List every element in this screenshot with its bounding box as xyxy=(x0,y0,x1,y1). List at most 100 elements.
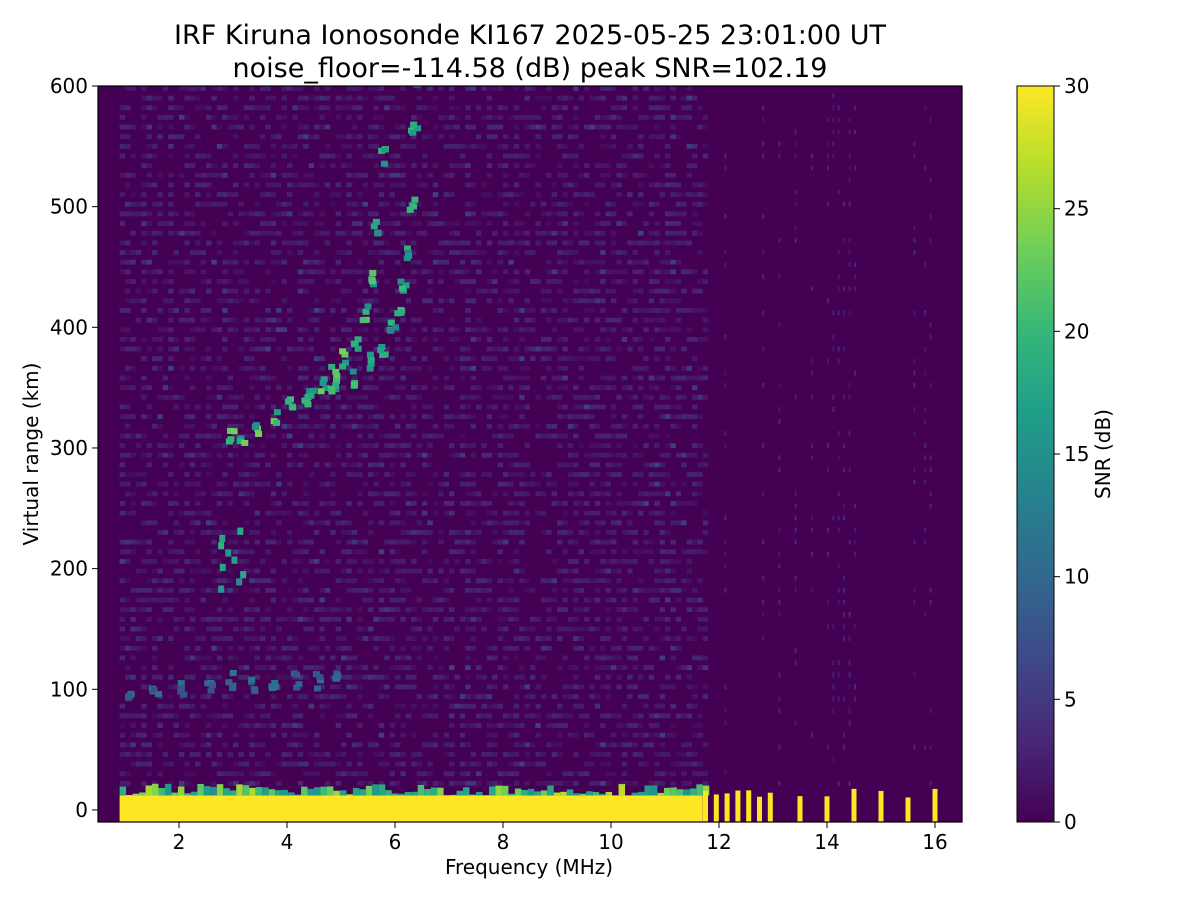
noise-cell xyxy=(600,443,606,448)
noise-cell xyxy=(297,327,304,333)
noise-cell xyxy=(378,201,385,207)
noise-cell xyxy=(173,211,179,217)
noise-cell xyxy=(621,510,628,516)
noise-cell xyxy=(281,114,287,120)
noise-cell xyxy=(427,414,433,420)
noise-cell xyxy=(130,674,136,680)
noise-cell xyxy=(573,780,579,786)
noise-cell xyxy=(843,732,846,738)
noise-cell xyxy=(837,780,840,786)
noise-cell xyxy=(648,587,655,593)
noise-cell xyxy=(648,510,655,516)
noise-cell xyxy=(530,665,536,670)
ground-echo-edge xyxy=(702,785,710,796)
noise-cell xyxy=(422,298,428,304)
noise-cell xyxy=(924,262,927,267)
noise-cell xyxy=(486,404,493,410)
noise-cell xyxy=(567,240,574,246)
noise-cell xyxy=(260,558,266,564)
noise-cell xyxy=(578,95,584,101)
noise-cell xyxy=(449,143,455,149)
noise-cell xyxy=(168,317,174,323)
noise-cell xyxy=(351,201,358,207)
noise-cell xyxy=(254,655,260,661)
noise-cell xyxy=(130,752,136,757)
noise-cell xyxy=(589,414,595,420)
noise-cell xyxy=(443,192,449,198)
noise-cell xyxy=(573,288,579,294)
noise-cell xyxy=(427,742,433,748)
noise-cell xyxy=(562,607,568,613)
noise-cell xyxy=(702,780,709,786)
noise-cell xyxy=(211,86,217,91)
noise-cell xyxy=(535,510,541,516)
noise-cell xyxy=(249,780,255,786)
ground-echo-edge xyxy=(197,783,204,796)
noise-cell xyxy=(513,327,520,333)
noise-cell xyxy=(481,327,487,333)
noise-cell xyxy=(465,250,471,255)
noise-cell xyxy=(373,616,379,622)
noise-cell xyxy=(551,230,557,236)
noise-cell xyxy=(303,761,309,767)
noise-cell xyxy=(551,597,557,603)
noise-cell xyxy=(357,298,363,304)
noise-cell xyxy=(249,95,255,101)
noise-cell xyxy=(503,192,509,198)
noise-cell xyxy=(632,742,638,748)
noise-cell xyxy=(519,356,525,362)
noise-cell xyxy=(146,404,152,410)
noise-cell xyxy=(573,597,579,603)
noise-cell xyxy=(405,539,412,545)
noise-cell xyxy=(476,240,482,246)
noise-cell xyxy=(400,269,406,275)
noise-cell xyxy=(297,452,304,458)
noise-cell xyxy=(368,433,374,439)
noise-cell xyxy=(330,530,336,535)
noise-cell xyxy=(119,481,125,487)
noise-cell xyxy=(670,288,676,294)
noise-cell xyxy=(562,259,568,265)
noise-cell xyxy=(519,674,525,680)
noise-cell xyxy=(270,240,277,246)
noise-cell xyxy=(497,86,503,91)
noise-cell xyxy=(621,433,628,439)
noise-cell xyxy=(638,452,644,458)
noise-cell xyxy=(584,240,590,246)
noise-cell xyxy=(168,510,174,516)
noise-cell xyxy=(600,298,606,304)
noise-cell xyxy=(675,752,682,757)
noise-cell xyxy=(400,732,406,738)
noise-cell xyxy=(589,288,595,294)
noise-cell xyxy=(303,375,309,381)
noise-cell xyxy=(184,153,190,159)
noise-cell xyxy=(443,510,449,516)
noise-cell xyxy=(503,607,509,613)
noise-cell xyxy=(681,587,687,593)
noise-cell xyxy=(357,95,363,101)
noise-cell xyxy=(638,587,644,593)
noise-cell xyxy=(125,211,131,217)
noise-cell xyxy=(373,124,379,130)
noise-cell xyxy=(395,346,401,352)
noise-cell xyxy=(346,153,352,159)
noise-cell xyxy=(616,713,622,719)
noise-cell xyxy=(238,761,244,767)
noise-cell xyxy=(233,153,239,159)
noise-cell xyxy=(319,587,325,593)
noise-cell xyxy=(411,665,417,670)
noise-cell xyxy=(195,481,201,487)
noise-cell xyxy=(141,308,147,313)
noise-cell xyxy=(535,221,541,226)
noise-cell xyxy=(578,578,584,584)
noise-cell xyxy=(632,732,638,738)
noise-cell xyxy=(508,298,514,304)
noise-cell xyxy=(492,655,498,661)
noise-cell xyxy=(168,665,174,670)
noise-cell xyxy=(297,230,304,236)
noise-cell xyxy=(675,674,682,680)
noise-cell xyxy=(243,336,250,342)
noise-cell xyxy=(616,491,622,497)
noise-cell xyxy=(567,481,574,487)
noise-cell xyxy=(476,616,482,622)
